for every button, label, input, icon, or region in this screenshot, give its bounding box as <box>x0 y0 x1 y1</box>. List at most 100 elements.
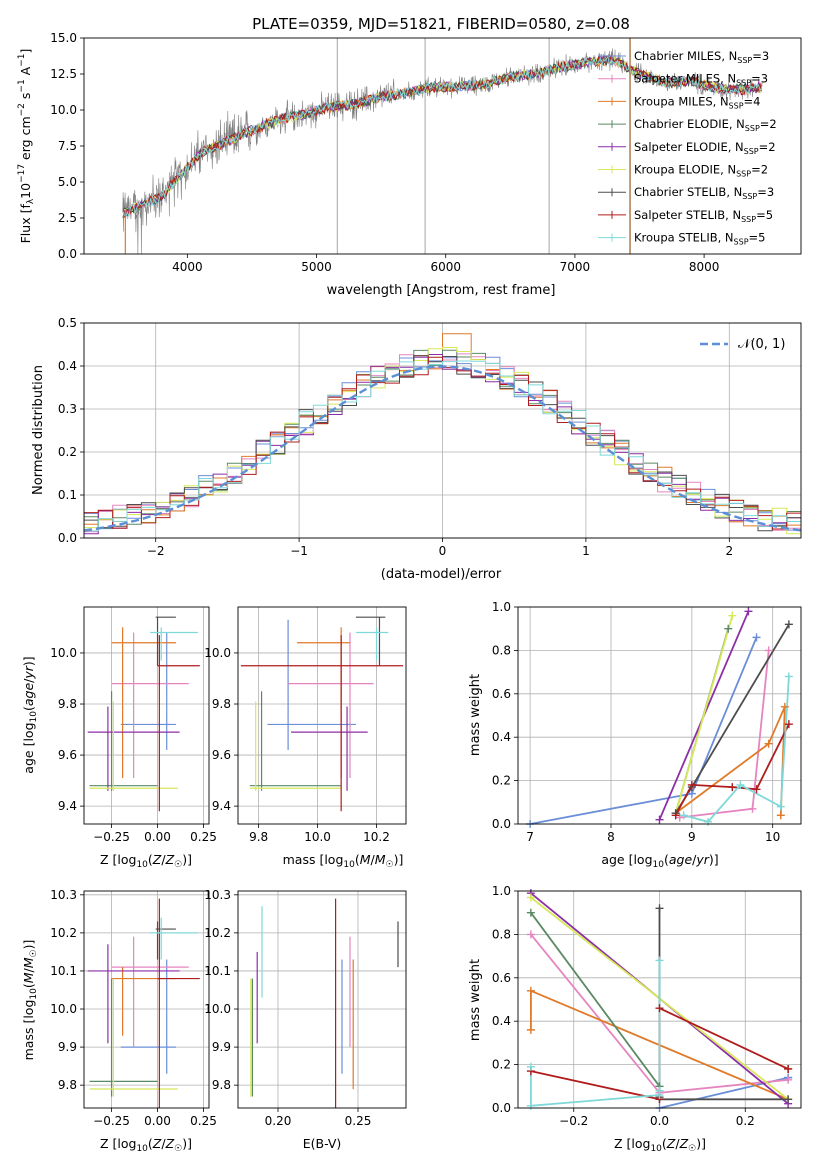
weight-line <box>674 615 734 814</box>
axes-frame <box>517 890 802 1109</box>
legend-label: Kroupa STELIB, NSSP=5 <box>634 231 765 247</box>
axes-frame <box>517 606 802 825</box>
weight-marker <box>752 785 761 794</box>
weight-marker <box>784 720 793 729</box>
y-tick-label: 1.0 <box>492 600 511 614</box>
y-tick-label: 0.2 <box>492 774 511 788</box>
y-tick-label: 10.2 <box>204 926 231 940</box>
y-tick-label: 9.6 <box>58 748 77 762</box>
plot-area <box>240 616 404 812</box>
x-tick-label: 0.25 <box>190 1114 217 1128</box>
x-tick-label: 0.25 <box>345 1114 372 1128</box>
x-tick-label: 10.0 <box>304 830 331 844</box>
y-tick-label: 0.3 <box>58 402 77 416</box>
y-axis-label: mass weight <box>468 959 483 1041</box>
axes-frame <box>237 606 407 825</box>
chart-age_vs_Z: −0.25 0.00 0.25 9.4 9.6 9.8 10.0 Z [log10(Z/Z☉)… <box>21 606 217 870</box>
x-axis-label: Z [log10(Z/Z☉)] <box>100 852 192 870</box>
y-tick-label: 0.8 <box>492 927 511 941</box>
weight-marker <box>736 780 745 789</box>
weight-line <box>530 912 661 1087</box>
legend-label: 𝒩(0, 1) <box>738 337 785 352</box>
weight-marker <box>526 893 535 902</box>
x-tick-label: 0.0 <box>650 1114 669 1128</box>
y-tick-label: 1.0 <box>492 884 511 898</box>
x-tick-label: 6000 <box>430 260 461 274</box>
axes-frame <box>83 37 802 255</box>
y-tick-label: 0.0 <box>58 531 77 545</box>
y-tick-label: 9.8 <box>212 1078 231 1092</box>
x-tick-label: 5000 <box>301 260 332 274</box>
legend-label: Chabrier STELIB, NSSP=3 <box>634 185 774 201</box>
y-tick-label: 0.4 <box>492 1014 511 1028</box>
y-tick-label: 10.3 <box>204 888 231 902</box>
y-tick-label: 0.4 <box>58 359 77 373</box>
x-tick-label: 0.25 <box>190 830 217 844</box>
y-tick-label: 0.0 <box>492 1101 511 1115</box>
weight-marker <box>724 624 733 633</box>
legend-label: Chabrier ELODIE, NSSP=2 <box>634 117 777 133</box>
weight-marker <box>671 811 680 820</box>
y-tick-label: 9.8 <box>212 697 231 711</box>
weight-marker <box>776 811 785 820</box>
y-tick-label: 0.1 <box>58 488 77 502</box>
legend-label: Salpeter MILES, NSSP=3 <box>634 72 768 88</box>
weight-marker <box>784 1064 793 1073</box>
weight-marker <box>728 611 737 620</box>
y-tick-label: 9.8 <box>58 1078 77 1092</box>
y-tick-label: 10.0 <box>50 103 77 117</box>
x-tick-label: 10.2 <box>363 830 390 844</box>
weight-marker <box>526 1101 535 1110</box>
chart-age_vs_mass: 9.8 10.0 10.2 9.4 9.6 9.8 10.0 mass [log10(M/M☉… <box>204 606 407 870</box>
model-spectrum <box>122 55 762 218</box>
x-tick-label: 8000 <box>689 260 720 274</box>
weight-marker <box>752 633 761 642</box>
weight-marker <box>526 1062 535 1071</box>
plot-area <box>529 610 790 824</box>
x-tick-label: −1 <box>290 544 308 558</box>
x-tick-label: −0.25 <box>93 1114 130 1128</box>
y-tick-label: 0.6 <box>492 687 511 701</box>
x-tick-label: 0.00 <box>144 830 171 844</box>
weight-marker <box>655 815 664 824</box>
weight-marker <box>776 802 785 811</box>
plot-area <box>87 616 200 812</box>
x-tick-label: −0.2 <box>559 1114 588 1128</box>
weight-marker <box>748 804 757 813</box>
y-axis-label: mass [log10(M/M☉)] <box>21 940 39 1061</box>
y-tick-label: 9.4 <box>58 799 77 813</box>
y-tick-label: 10.0 <box>50 1002 77 1016</box>
x-tick-label: 0 <box>439 544 447 558</box>
weight-marker <box>784 1095 793 1104</box>
weight-marker <box>679 811 688 820</box>
legend-label: Kroupa ELODIE, NSSP=2 <box>634 163 768 179</box>
y-axis-label: mass weight <box>468 674 483 756</box>
weight-marker <box>784 1075 793 1084</box>
y-tick-label: 9.9 <box>58 1040 77 1054</box>
x-tick-label: 10 <box>765 830 780 844</box>
y-tick-label: 10.3 <box>50 888 77 902</box>
y-tick-label: 10.1 <box>50 964 77 978</box>
plot-area <box>530 892 789 1108</box>
plot-area <box>250 898 399 1108</box>
weight-line <box>683 676 790 823</box>
y-tick-label: 7.5 <box>58 139 77 153</box>
legend-label: Salpeter STELIB, NSSP=5 <box>634 208 773 224</box>
axes-frame <box>83 606 210 825</box>
plot-area <box>122 38 763 254</box>
weight-marker <box>526 1025 535 1034</box>
y-tick-label: 9.9 <box>212 1040 231 1054</box>
x-tick-label: 7000 <box>560 260 591 274</box>
weight-marker <box>744 607 753 616</box>
x-tick-label: 1 <box>582 544 590 558</box>
y-tick-label: 0.4 <box>492 730 511 744</box>
plot-area <box>87 898 200 1108</box>
x-axis-label: mass [log10(M/M☉)] <box>283 852 404 870</box>
y-tick-label: 0.0 <box>58 247 77 261</box>
weight-marker <box>655 1004 664 1013</box>
x-axis-label: E(B-V) <box>303 1136 342 1151</box>
legend-label: Chabrier MILES, NSSP=3 <box>634 49 769 65</box>
model-spectrum <box>122 53 762 219</box>
y-tick-label: 5.0 <box>58 175 77 189</box>
